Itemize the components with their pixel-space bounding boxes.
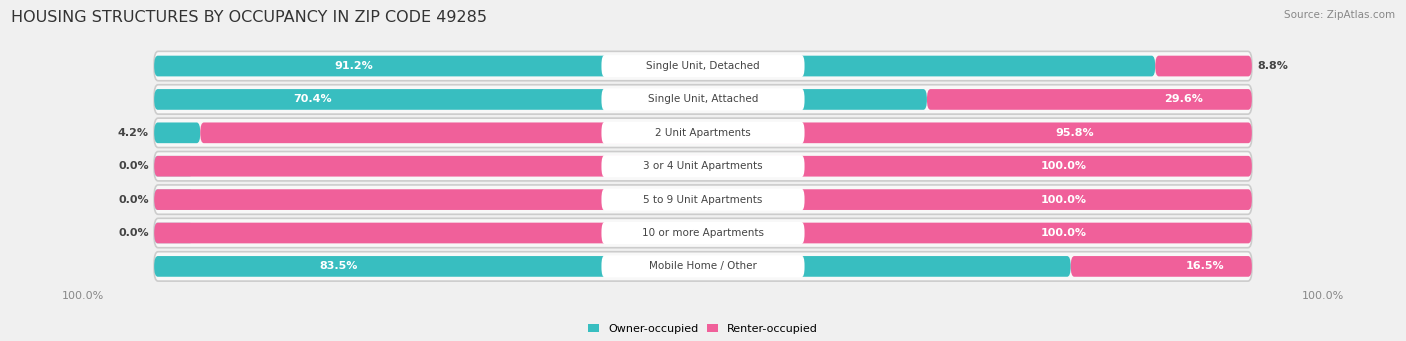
- FancyBboxPatch shape: [1071, 256, 1251, 277]
- Text: 0.0%: 0.0%: [118, 161, 149, 171]
- Text: 2 Unit Apartments: 2 Unit Apartments: [655, 128, 751, 138]
- Text: Single Unit, Attached: Single Unit, Attached: [648, 94, 758, 104]
- FancyBboxPatch shape: [602, 122, 804, 144]
- Text: HOUSING STRUCTURES BY OCCUPANCY IN ZIP CODE 49285: HOUSING STRUCTURES BY OCCUPANCY IN ZIP C…: [11, 10, 488, 25]
- FancyBboxPatch shape: [155, 256, 1071, 277]
- FancyBboxPatch shape: [155, 223, 1251, 243]
- FancyBboxPatch shape: [155, 223, 193, 243]
- Text: 5 to 9 Unit Apartments: 5 to 9 Unit Apartments: [644, 195, 762, 205]
- Text: 29.6%: 29.6%: [1164, 94, 1204, 104]
- Text: 70.4%: 70.4%: [294, 94, 332, 104]
- FancyBboxPatch shape: [155, 156, 193, 177]
- Text: 8.8%: 8.8%: [1257, 61, 1288, 71]
- Text: 83.5%: 83.5%: [319, 262, 357, 271]
- Text: Mobile Home / Other: Mobile Home / Other: [650, 262, 756, 271]
- FancyBboxPatch shape: [155, 156, 1251, 177]
- FancyBboxPatch shape: [1156, 56, 1251, 76]
- FancyBboxPatch shape: [602, 155, 804, 177]
- Text: 3 or 4 Unit Apartments: 3 or 4 Unit Apartments: [643, 161, 763, 171]
- FancyBboxPatch shape: [155, 118, 1251, 148]
- Text: 95.8%: 95.8%: [1056, 128, 1094, 138]
- FancyBboxPatch shape: [200, 122, 1251, 143]
- Text: 4.2%: 4.2%: [118, 128, 149, 138]
- Text: 0.0%: 0.0%: [118, 195, 149, 205]
- FancyBboxPatch shape: [155, 122, 200, 143]
- FancyBboxPatch shape: [927, 89, 1251, 110]
- FancyBboxPatch shape: [155, 89, 927, 110]
- FancyBboxPatch shape: [155, 85, 1251, 114]
- Text: 10 or more Apartments: 10 or more Apartments: [643, 228, 763, 238]
- Text: 16.5%: 16.5%: [1187, 262, 1225, 271]
- FancyBboxPatch shape: [155, 56, 1156, 76]
- FancyBboxPatch shape: [155, 51, 1251, 81]
- FancyBboxPatch shape: [602, 255, 804, 278]
- FancyBboxPatch shape: [602, 55, 804, 77]
- Legend: Owner-occupied, Renter-occupied: Owner-occupied, Renter-occupied: [588, 324, 818, 334]
- FancyBboxPatch shape: [155, 218, 1251, 248]
- Text: 100.0%: 100.0%: [1042, 161, 1087, 171]
- FancyBboxPatch shape: [155, 185, 1251, 214]
- FancyBboxPatch shape: [602, 222, 804, 244]
- FancyBboxPatch shape: [155, 189, 1251, 210]
- Text: 0.0%: 0.0%: [118, 228, 149, 238]
- FancyBboxPatch shape: [155, 189, 193, 210]
- FancyBboxPatch shape: [155, 252, 1251, 281]
- FancyBboxPatch shape: [602, 88, 804, 110]
- Text: 100.0%: 100.0%: [1042, 228, 1087, 238]
- FancyBboxPatch shape: [155, 151, 1251, 181]
- Text: 91.2%: 91.2%: [335, 61, 373, 71]
- Text: Source: ZipAtlas.com: Source: ZipAtlas.com: [1284, 10, 1395, 20]
- Text: Single Unit, Detached: Single Unit, Detached: [647, 61, 759, 71]
- FancyBboxPatch shape: [602, 189, 804, 211]
- Text: 100.0%: 100.0%: [1042, 195, 1087, 205]
